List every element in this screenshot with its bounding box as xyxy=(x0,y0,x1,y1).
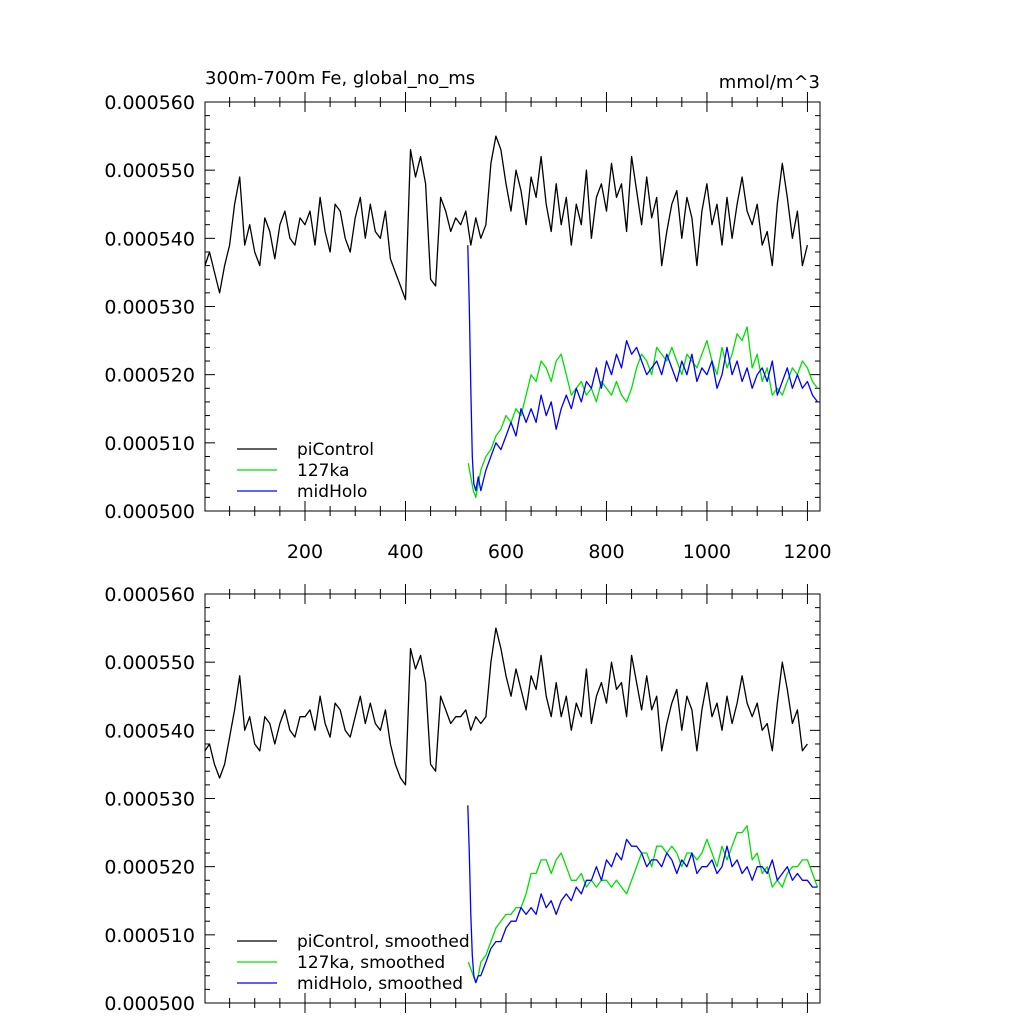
chart-title: 300m-700m Fe, global_no_ms xyxy=(205,68,475,89)
y-tick-label: 0.000540 xyxy=(104,228,195,250)
x-tick-label: 800 xyxy=(588,541,624,563)
x-tick-label: 400 xyxy=(387,541,423,563)
x-tick-label: 600 xyxy=(488,541,524,563)
y-tick-label: 0.000530 xyxy=(104,789,195,811)
y-tick-label: 0.000520 xyxy=(104,857,195,879)
plot-frame-bottom xyxy=(204,593,821,1004)
x-tick-label: 200 xyxy=(287,541,323,563)
y-tick-label: 0.000550 xyxy=(104,652,195,674)
plot-frame-top xyxy=(204,101,821,512)
x-tick-label: 1000 xyxy=(683,541,731,563)
legend-label: piControl, smoothed xyxy=(297,932,470,952)
x-tick-label: 1200 xyxy=(783,541,831,563)
plot-area-top: 0.000500 0.000510 0.000520 0.000530 0.000540… xyxy=(104,92,832,563)
series-line-midholo xyxy=(467,245,819,492)
series-line-127ka-smoothed xyxy=(467,825,819,984)
panel-top: 300m-700m Fe, global_no_ms mmol/m^3 0.00… xyxy=(104,68,831,563)
series-line-picontrol xyxy=(204,135,809,301)
y-tick-label: 0.000530 xyxy=(104,297,195,319)
chart-units: mmol/m^3 xyxy=(719,72,820,93)
y-tick-label: 0.000500 xyxy=(104,993,195,1015)
legend-label: 127ka, smoothed xyxy=(297,953,445,973)
y-tick-label: 0.000510 xyxy=(104,925,195,947)
y-tick-label: 0.000520 xyxy=(104,365,195,387)
y-tick-label: 0.000540 xyxy=(104,720,195,742)
series-line-midholo-smoothed xyxy=(467,805,818,984)
legend-label: piControl xyxy=(297,440,374,460)
legend-label: midHolo, smoothed xyxy=(297,974,463,994)
series-line-127ka xyxy=(467,326,819,499)
y-tick-label: 0.000510 xyxy=(104,433,195,455)
y-tick-label: 0.000500 xyxy=(104,501,195,523)
panel-bottom: 0.000500 0.000510 0.000520 0.000530 0.000540… xyxy=(104,584,821,1015)
series-line-picontrol-smoothed xyxy=(204,627,808,786)
y-tick-label: 0.000550 xyxy=(104,160,195,182)
plot-area-bottom: 0.000500 0.000510 0.000520 0.000530 0.000540… xyxy=(104,584,820,1015)
legend-label: midHolo xyxy=(297,482,367,502)
legend-label: 127ka xyxy=(297,461,349,481)
y-tick-label: 0.000560 xyxy=(104,584,195,606)
y-tick-label: 0.000560 xyxy=(104,92,195,114)
